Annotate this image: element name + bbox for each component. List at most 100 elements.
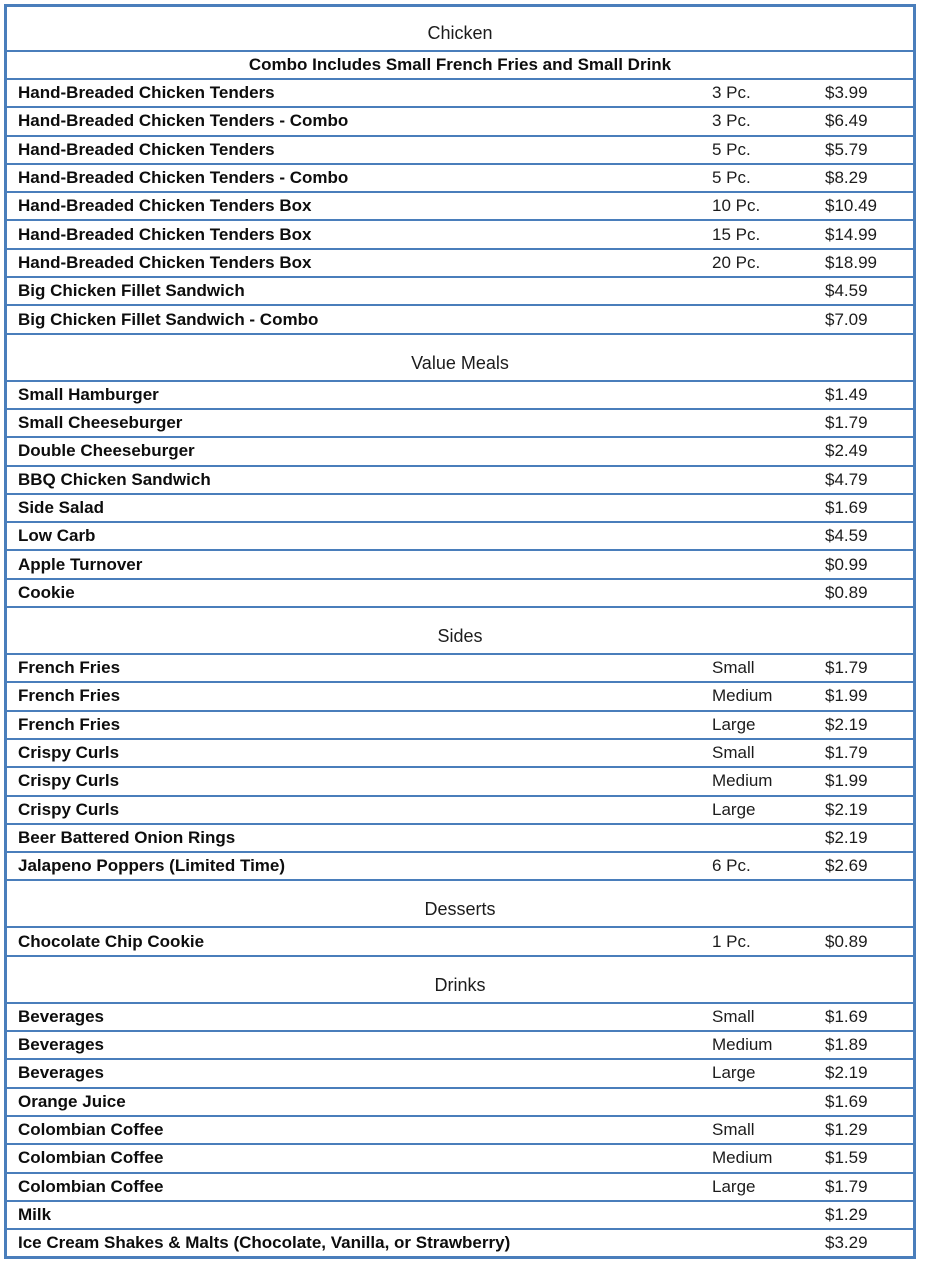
item-name: French Fries [18, 714, 121, 734]
menu-item-row: French Fries Medium $1.99 [7, 681, 913, 710]
menu-item-row: French Fries Large $2.19 [7, 709, 913, 738]
menu-item-row: Colombian Coffee Large $1.79 [7, 1171, 913, 1200]
item-price: $1.99 [825, 686, 868, 706]
menu-item-row: Hand-Breaded Chicken Tenders - Combo 5 Pc… [7, 162, 913, 192]
item-name: Ice Cream Shakes & Malts (Chocolate, Van… [18, 1233, 511, 1253]
item-size: Small [712, 743, 755, 763]
item-name: Colombian Coffee [18, 1148, 164, 1168]
item-size: Large [712, 799, 756, 819]
item-name: French Fries [18, 658, 121, 678]
item-price: $1.79 [825, 658, 868, 678]
item-size: Small [712, 658, 755, 678]
item-name: Colombian Coffee [18, 1176, 164, 1196]
item-name: Big Chicken Fillet Sandwich - Combo [18, 309, 319, 329]
menu-item-row: Colombian Coffee Medium $1.59 [7, 1143, 913, 1172]
item-price: $1.99 [825, 771, 868, 791]
menu-item-row: Milk $1.29 [7, 1199, 913, 1229]
menu-item-row: Side Salad $1.69 [7, 492, 913, 522]
item-price: $18.99 [825, 252, 877, 272]
item-name: Double Cheeseburger [18, 441, 195, 461]
item-price: $2.19 [825, 799, 868, 819]
item-size: Large [712, 1176, 756, 1196]
item-price: $1.69 [825, 1091, 868, 1111]
item-name: Hand-Breaded Chicken Tenders Box [18, 196, 312, 216]
menu-item-row: Hand-Breaded Chicken Tenders - Combo 3 Pc… [7, 106, 913, 135]
item-name: Beverages [18, 1006, 105, 1026]
item-price: $1.79 [825, 413, 868, 433]
item-price: $4.79 [825, 469, 868, 489]
item-size: 5 Pc. [712, 168, 751, 188]
section-header-drinks: Drinks [7, 954, 913, 1002]
item-price: $1.69 [825, 1006, 868, 1026]
item-name: Hand-Breaded Chicken Tenders [18, 83, 275, 103]
item-size: 6 Pc. [712, 856, 751, 876]
section-title: Value Meals [411, 352, 509, 373]
item-name: Hand-Breaded Chicken Tenders Box [18, 224, 312, 244]
item-price: $2.19 [825, 714, 868, 734]
item-size: Medium [712, 1148, 773, 1168]
item-name: French Fries [18, 686, 121, 706]
item-price: $5.79 [825, 139, 868, 159]
menu-item-row: Apple Turnover $0.99 [7, 549, 913, 578]
item-price: $1.79 [825, 743, 868, 763]
menu-item-row: Hand-Breaded Chicken Tenders Box 15 Pc. $1… [7, 219, 913, 248]
menu-item-row: Big Chicken Fillet Sandwich - Combo $7.09 [7, 304, 913, 333]
item-name: Hand-Breaded Chicken Tenders - Combo [18, 168, 349, 188]
item-name: BBQ Chicken Sandwich [18, 469, 211, 489]
item-name: Big Chicken Fillet Sandwich [18, 281, 245, 301]
menu-item-row: Beverages Medium $1.89 [7, 1030, 913, 1059]
item-size: Large [712, 1063, 756, 1083]
menu-item-row: Beverages Small $1.69 [7, 1001, 913, 1031]
item-name: Orange Juice [18, 1091, 126, 1111]
item-name: Chocolate Chip Cookie [18, 931, 205, 951]
menu-item-row: BBQ Chicken Sandwich $4.79 [7, 464, 913, 493]
item-size: 20 Pc. [712, 252, 761, 272]
item-price: $0.99 [825, 554, 868, 574]
item-price: $1.29 [825, 1120, 868, 1140]
menu-item-row: Beverages Large $2.19 [7, 1058, 913, 1087]
item-price: $0.89 [825, 582, 868, 602]
item-name: Small Cheeseburger [18, 413, 183, 433]
item-price: $0.89 [825, 931, 868, 951]
item-price: $14.99 [825, 224, 877, 244]
item-price: $4.59 [825, 526, 868, 546]
menu-item-row: Ice Cream Shakes & Malts (Chocolate, Van… [7, 1228, 913, 1257]
item-price: $2.69 [825, 856, 868, 876]
item-price: $4.59 [825, 281, 868, 301]
item-price: $1.59 [825, 1148, 868, 1168]
item-price: $1.49 [825, 384, 868, 404]
item-size: 3 Pc. [712, 83, 751, 103]
section-header-desserts: Desserts [7, 879, 913, 927]
menu-item-row: Beer Battered Onion Rings $2.19 [7, 822, 913, 852]
item-price: $1.69 [825, 498, 868, 517]
item-name: Hand-Breaded Chicken Tenders Box [18, 252, 312, 272]
menu-item-row: French Fries Small $1.79 [7, 653, 913, 682]
menu-table: Chicken Combo Includes Small French Fries… [4, 4, 916, 1260]
item-name: Jalapeno Poppers (Limited Time) [18, 856, 286, 876]
item-price: $1.79 [825, 1176, 868, 1196]
item-name: Crispy Curls [18, 799, 120, 819]
item-price: $1.89 [825, 1035, 868, 1055]
item-size: 3 Pc. [712, 111, 751, 131]
item-size: Medium [712, 771, 773, 791]
section-header-value-meals: Value Meals [7, 332, 913, 380]
item-name: Milk [18, 1204, 52, 1224]
menu-item-row: Hand-Breaded Chicken Tenders Box 20 Pc. $1… [7, 247, 913, 277]
menu-item-row: Low Carb $4.59 [7, 521, 913, 550]
item-price: $3.99 [825, 83, 868, 103]
item-name: Cookie [18, 582, 75, 602]
menu-item-row: Hand-Breaded Chicken Tenders 3 Pc. $3.99 [7, 78, 913, 107]
item-price: $3.29 [825, 1233, 868, 1253]
menu-item-row: Chocolate Chip Cookie 1 Pc. $0.89 [7, 926, 913, 955]
item-price: $8.29 [825, 168, 868, 188]
item-size: 5 Pc. [712, 139, 751, 159]
item-price: $10.49 [825, 196, 877, 216]
section-title: Drinks [434, 974, 486, 995]
menu-item-row: Hand-Breaded Chicken Tenders Box 10 Pc. $1… [7, 191, 913, 220]
item-size: 15 Pc. [712, 224, 761, 244]
item-name: Low Carb [18, 526, 96, 546]
item-name: Apple Turnover [18, 554, 143, 574]
item-name: Crispy Curls [18, 743, 120, 763]
menu-item-row: Crispy Curls Small $1.79 [7, 737, 913, 767]
item-name: Beer Battered Onion Rings [18, 827, 236, 847]
